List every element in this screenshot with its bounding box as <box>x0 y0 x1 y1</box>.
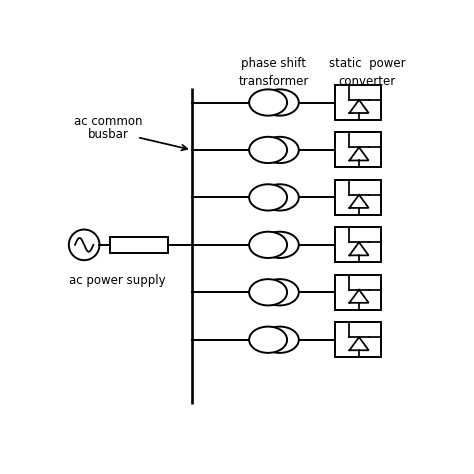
Text: static  power: static power <box>328 57 405 70</box>
Bar <box>335 322 381 357</box>
Bar <box>335 85 381 120</box>
Bar <box>335 132 381 167</box>
Ellipse shape <box>249 137 287 163</box>
Text: phase shift: phase shift <box>241 57 307 70</box>
Text: converter: converter <box>338 75 396 88</box>
Ellipse shape <box>261 232 299 258</box>
Bar <box>335 275 381 310</box>
Ellipse shape <box>249 232 287 258</box>
Ellipse shape <box>249 327 287 353</box>
Text: busbar: busbar <box>87 128 128 141</box>
Bar <box>335 228 381 263</box>
Ellipse shape <box>249 279 287 305</box>
Text: transformer: transformer <box>239 75 309 88</box>
Ellipse shape <box>261 184 299 210</box>
Text: ac common: ac common <box>73 115 142 128</box>
Bar <box>109 237 168 253</box>
Ellipse shape <box>249 90 287 116</box>
Bar <box>335 180 381 215</box>
Ellipse shape <box>261 279 299 305</box>
Text: ac power supply: ac power supply <box>69 274 165 287</box>
Ellipse shape <box>249 184 287 210</box>
Ellipse shape <box>261 327 299 353</box>
Ellipse shape <box>261 137 299 163</box>
Ellipse shape <box>261 90 299 116</box>
